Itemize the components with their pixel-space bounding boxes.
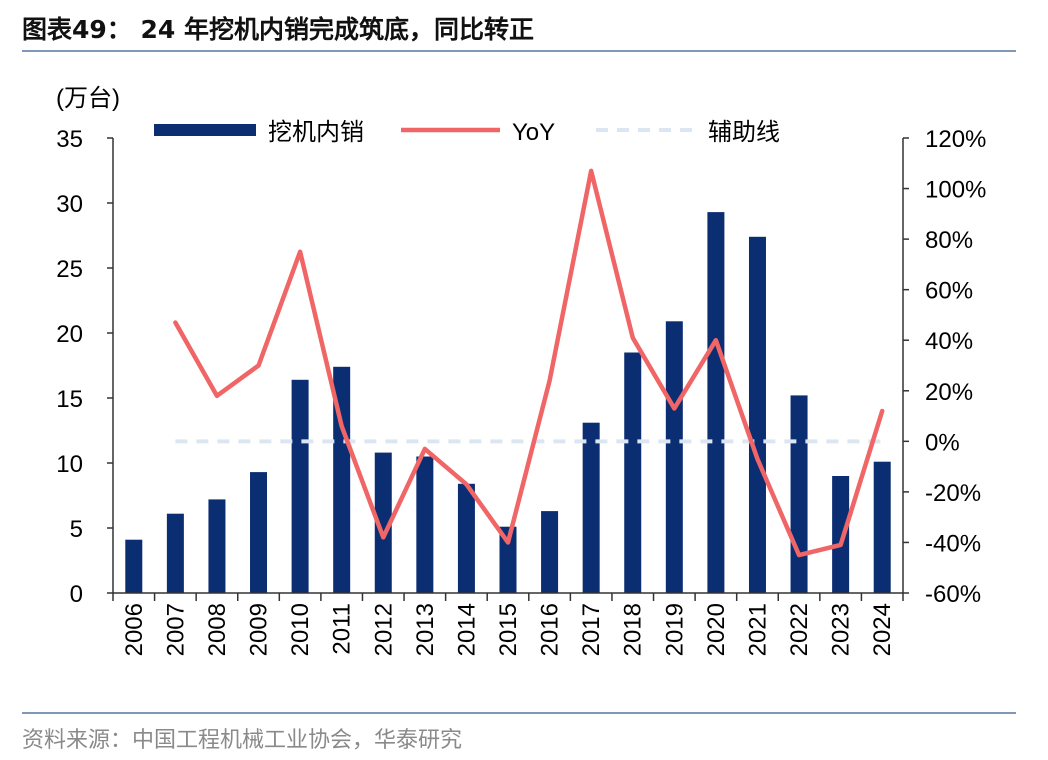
- y-left-tick-label: 15: [56, 386, 83, 413]
- chart-title: 图表49： 24 年挖机内销完成筑底，同比转正: [22, 15, 534, 44]
- bar-2006: [125, 539, 143, 593]
- y-right-tick-label: -40%: [925, 530, 981, 557]
- y-left-tick-label: 5: [70, 516, 83, 543]
- x-tick-label-2013: 2013: [412, 603, 439, 656]
- x-tick-label-2017: 2017: [578, 603, 605, 656]
- bar-2015: [499, 526, 517, 593]
- x-tick-label-2006: 2006: [121, 603, 148, 656]
- legend-label-aux: 辅助线: [708, 119, 780, 146]
- bar-2010: [291, 379, 309, 593]
- y-left-tick-label: 20: [56, 321, 83, 348]
- legend-swatch-bar: [154, 124, 256, 136]
- bar-2008: [208, 499, 226, 593]
- x-tick-label-2018: 2018: [620, 603, 647, 656]
- bar-2009: [250, 472, 268, 593]
- source-note: 资料来源：中国工程机械工业协会，华泰研究: [22, 728, 463, 753]
- x-tick-label-2015: 2015: [495, 603, 522, 656]
- title-divider: [22, 50, 1016, 52]
- bar-2007: [166, 513, 184, 593]
- source-divider: [22, 712, 1016, 714]
- y-axis-label: (万台): [56, 85, 120, 112]
- yoy-line: [173, 168, 885, 558]
- y-right-tick-label: 0%: [925, 429, 960, 456]
- bar-2011: [333, 366, 351, 593]
- y-right-tick-label: -60%: [925, 581, 981, 608]
- y-right-tick-label: 100%: [925, 177, 986, 204]
- y-right-tick-label: -20%: [925, 480, 981, 507]
- y-right-tick-label: 60%: [925, 278, 973, 305]
- y-left-tick-label: 0: [70, 581, 83, 608]
- chart-area: 0 5 10 15 20 25 30 35 -60% -40% -20% 0% 20% 40% 60% 80%…: [56, 85, 986, 656]
- y-right-tick-label: 120%: [925, 126, 986, 153]
- legend-label-bar: 挖机内销: [268, 119, 364, 146]
- y-right-tick-label: 80%: [925, 227, 973, 254]
- bar-2018: [624, 352, 642, 593]
- bar-2019: [665, 321, 683, 593]
- x-tick-label-2021: 2021: [744, 603, 771, 656]
- x-tick-label-2019: 2019: [661, 603, 688, 656]
- y-left-tick-label: 30: [56, 191, 83, 218]
- bar-2020: [707, 212, 725, 593]
- bar-2024: [873, 461, 891, 593]
- x-tick-label-2023: 2023: [828, 603, 855, 656]
- x-tick-label-2014: 2014: [453, 603, 480, 656]
- bar-2012: [374, 452, 392, 593]
- bar-2013: [416, 456, 434, 593]
- y-left-tick-label: 10: [56, 451, 83, 478]
- y-left-tick-label: 35: [56, 126, 83, 153]
- bar-2022: [790, 395, 808, 593]
- x-tick-label-2016: 2016: [537, 603, 564, 656]
- bar-2017: [582, 422, 600, 593]
- x-tick-label-2012: 2012: [370, 603, 397, 656]
- x-tick-label-2024: 2024: [869, 603, 896, 656]
- y-left-tick-label: 25: [56, 256, 83, 283]
- y-right-tick-label: 20%: [925, 379, 973, 406]
- x-tick-label-2022: 2022: [786, 603, 813, 656]
- x-tick-label-2011: 2011: [329, 603, 356, 655]
- y-right-tick-label: 40%: [925, 328, 973, 355]
- legend-label-yoy: YoY: [512, 119, 555, 146]
- bar-2016: [541, 511, 559, 593]
- x-tick-label-2007: 2007: [162, 603, 189, 656]
- bar-2023: [832, 476, 850, 593]
- x-tick-label-2020: 2020: [703, 603, 730, 656]
- bar-2021: [748, 236, 766, 594]
- x-tick-label-2010: 2010: [287, 603, 314, 656]
- x-tick-label-2009: 2009: [246, 603, 273, 656]
- bar-2014: [457, 483, 475, 593]
- x-tick-label-2008: 2008: [204, 603, 231, 656]
